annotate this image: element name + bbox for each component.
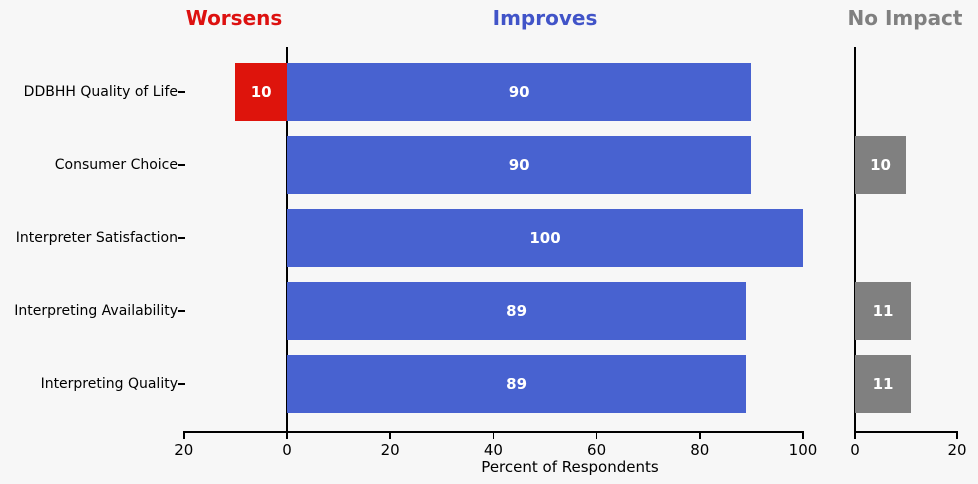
category-label: DDBHH Quality of Life bbox=[23, 84, 178, 100]
no-impact-x-axis-spine bbox=[855, 431, 957, 433]
category-label: Consumer Choice bbox=[54, 157, 178, 173]
worsens-header: Worsens bbox=[185, 6, 283, 30]
y-tick-mark bbox=[178, 91, 185, 93]
x-tick-label: 20 bbox=[947, 441, 967, 459]
category-label: Interpreting Quality bbox=[40, 376, 178, 392]
x-tick-mark bbox=[956, 431, 958, 439]
x-tick-mark bbox=[854, 431, 856, 439]
no-impact-bar: 11 bbox=[855, 282, 912, 340]
x-tick-mark bbox=[183, 431, 185, 439]
x-axis-title: Percent of Respondents bbox=[481, 458, 659, 476]
category-label: Interpreting Availability bbox=[14, 303, 178, 319]
y-tick-mark bbox=[178, 164, 185, 166]
x-tick-label: 20 bbox=[380, 441, 400, 459]
improves-bar: 90 bbox=[287, 63, 752, 121]
x-tick-mark bbox=[492, 431, 495, 439]
y-tick-mark bbox=[178, 237, 185, 239]
improves-bar: 100 bbox=[287, 209, 803, 267]
bar-value-label: 89 bbox=[506, 302, 528, 320]
main-zero-axis-line bbox=[286, 47, 288, 431]
bar-value-label: 10 bbox=[250, 83, 272, 101]
improves-header: Improves bbox=[492, 6, 598, 30]
x-tick-label: 0 bbox=[282, 441, 292, 459]
x-tick-label: 20 bbox=[174, 441, 194, 459]
no-impact-bar: 11 bbox=[855, 355, 912, 413]
x-tick-mark bbox=[286, 431, 288, 439]
y-tick-mark bbox=[178, 383, 185, 385]
x-tick-mark bbox=[699, 431, 701, 439]
x-tick-mark bbox=[595, 431, 598, 439]
bar-value-label: 90 bbox=[508, 156, 530, 174]
improves-bar: 90 bbox=[287, 136, 752, 194]
x-tick-label: 40 bbox=[483, 441, 503, 459]
bar-value-label: 89 bbox=[506, 375, 528, 393]
no-impact-header: No Impact bbox=[847, 6, 963, 30]
bar-value-label: 100 bbox=[529, 229, 561, 247]
x-tick-label: 0 bbox=[850, 441, 860, 459]
no-impact-zero-axis-line bbox=[854, 47, 856, 431]
x-tick-label: 60 bbox=[587, 441, 607, 459]
x-tick-mark bbox=[802, 431, 804, 439]
bar-value-label: 10 bbox=[870, 156, 891, 174]
bar-value-label: 11 bbox=[872, 375, 894, 393]
x-tick-mark bbox=[389, 431, 391, 439]
x-tick-label: 80 bbox=[690, 441, 710, 459]
no-impact-bar: 10 bbox=[855, 136, 906, 194]
y-tick-mark bbox=[178, 310, 185, 312]
bar-value-label: 11 bbox=[872, 302, 894, 320]
bar-value-label: 90 bbox=[508, 83, 530, 101]
worsens-bar: 10 bbox=[235, 63, 287, 121]
improves-bar: 89 bbox=[287, 355, 747, 413]
improves-bar: 89 bbox=[287, 282, 747, 340]
x-tick-label: 100 bbox=[788, 441, 818, 459]
category-label: Interpreter Satisfaction bbox=[15, 230, 178, 246]
